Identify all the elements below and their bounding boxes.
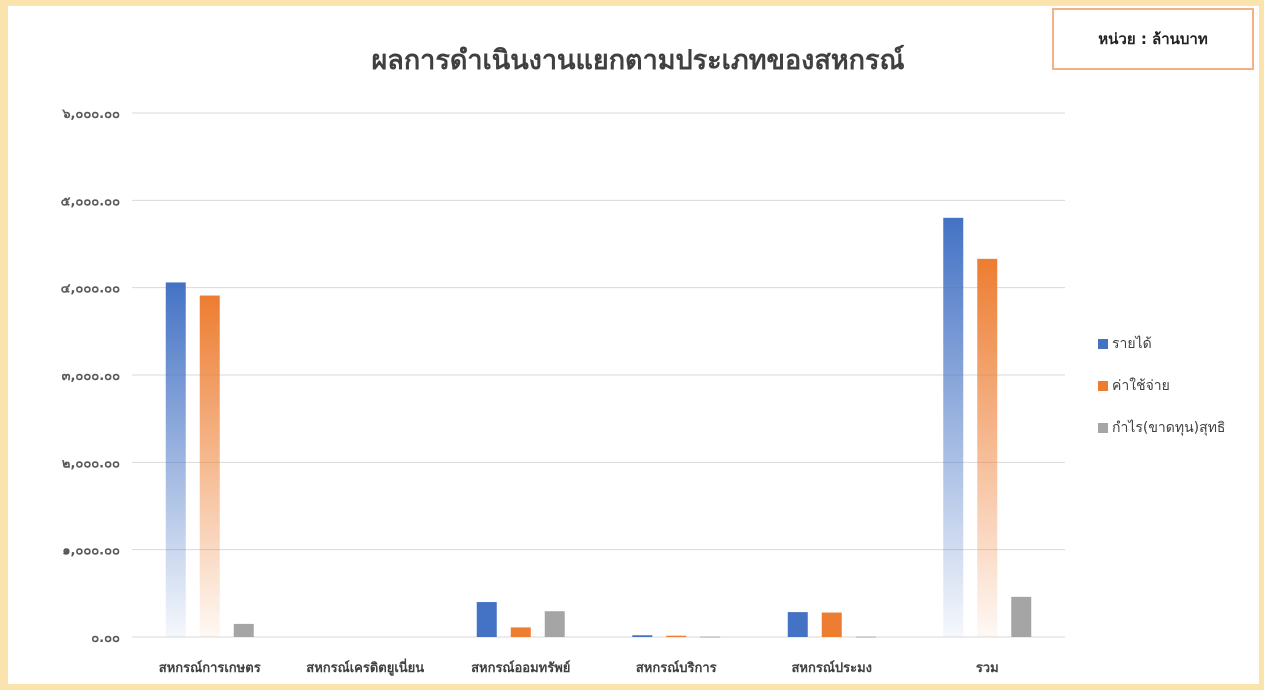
bar bbox=[233, 623, 254, 637]
bars bbox=[165, 217, 1032, 638]
bar bbox=[544, 611, 565, 637]
bar bbox=[476, 602, 497, 637]
legend-label: กำไร(ขาดทุน)สุทธิ bbox=[1112, 420, 1226, 436]
legend: รายได้ค่าใช้จ่ายกำไร(ขาดทุน)สุทธิ bbox=[1098, 334, 1248, 460]
bar bbox=[943, 217, 964, 638]
bar bbox=[787, 612, 808, 637]
legend-swatch bbox=[1098, 381, 1108, 391]
legend-item: ค่าใช้จ่าย bbox=[1098, 376, 1248, 396]
y-tick-label: ๓,๐๐๐.๐๐ bbox=[62, 369, 121, 384]
bar bbox=[510, 627, 531, 637]
x-category-label: สหกรณ์ประมง bbox=[791, 660, 872, 676]
legend-label: รายได้ bbox=[1112, 336, 1152, 352]
legend-swatch bbox=[1098, 423, 1108, 433]
bar bbox=[1011, 596, 1032, 637]
unit-label: หน่วย : ล้านบาท bbox=[1098, 30, 1208, 48]
x-category-label: สหกรณ์เครดิตยูเนี่ยน bbox=[306, 658, 424, 676]
y-tick-label: ๒,๐๐๐.๐๐ bbox=[62, 456, 120, 471]
y-tick-label: ๔,๐๐๐.๐๐ bbox=[61, 282, 120, 297]
bar bbox=[821, 612, 842, 637]
x-category-label: รวม bbox=[976, 661, 999, 676]
bar bbox=[666, 635, 687, 637]
legend-item: รายได้ bbox=[1098, 334, 1248, 354]
x-category-label: สหกรณ์ออมทรัพย์ bbox=[471, 660, 570, 676]
bar bbox=[165, 282, 186, 637]
unit-label-box: หน่วย : ล้านบาท bbox=[1052, 8, 1254, 70]
y-tick-label: ๑,๐๐๐.๐๐ bbox=[62, 544, 120, 559]
y-tick-label: ๖,๐๐๐.๐๐ bbox=[61, 107, 120, 122]
x-axis-categories: สหกรณ์การเกษตร สหกรณ์เครดิตยูเนี่ยน สหกรณ์… bbox=[159, 658, 999, 676]
chart-title: ผลการดำเนินงานแยกตามประเภทของสหกรณ์ bbox=[371, 45, 905, 76]
bar bbox=[855, 636, 876, 638]
x-category-label: สหกรณ์บริการ bbox=[636, 660, 717, 676]
bar bbox=[632, 635, 653, 637]
bar bbox=[977, 258, 998, 637]
x-category-label: สหกรณ์การเกษตร bbox=[159, 660, 261, 676]
legend-label: ค่าใช้จ่าย bbox=[1112, 378, 1170, 394]
bar bbox=[199, 295, 220, 637]
bar bbox=[700, 636, 721, 638]
y-tick-label: ๕,๐๐๐.๐๐ bbox=[61, 194, 120, 209]
legend-swatch bbox=[1098, 339, 1108, 349]
y-axis-ticks: ๐.๐๐ ๑,๐๐๐.๐๐ ๒,๐๐๐.๐๐ ๓,๐๐๐.๐๐ ๔,๐๐๐.๐๐ ๕,๐๐… bbox=[61, 107, 120, 646]
gridlines bbox=[132, 112, 1065, 638]
legend-item: กำไร(ขาดทุน)สุทธิ bbox=[1098, 418, 1248, 438]
y-tick-label: ๐.๐๐ bbox=[91, 631, 120, 646]
